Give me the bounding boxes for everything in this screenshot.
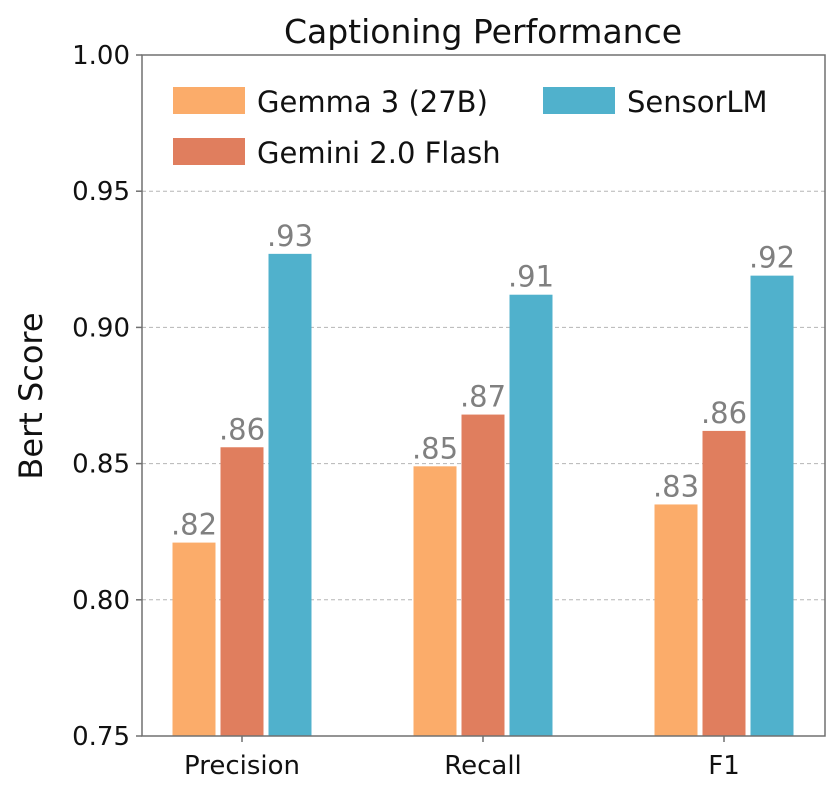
legend-label: SensorLM — [627, 85, 768, 119]
x-tick-label: F1 — [708, 751, 740, 781]
y-tick-label: 0.80 — [72, 586, 130, 616]
legend-label: Gemma 3 (27B) — [257, 85, 488, 119]
bar — [702, 430, 746, 736]
y-tick-label: 0.95 — [72, 177, 130, 207]
bar — [461, 414, 505, 736]
bar-value-label: .86 — [701, 396, 747, 430]
bars: .82 .86 .93 .85.87 .91 .83 .86 .92 — [171, 219, 795, 737]
x-tick-labels: Precision Recall F1 — [184, 736, 740, 781]
bar-value-label: .85 — [412, 431, 458, 465]
chart-title: Captioning Performance — [284, 12, 682, 51]
bar — [509, 294, 553, 736]
bar — [654, 504, 698, 736]
legend: Gemma 3 (27B) Gemini 2.0 Flash SensorLM — [173, 85, 768, 170]
bar-value-label: .87 — [460, 380, 506, 414]
bar — [268, 253, 312, 737]
legend-swatch — [173, 138, 245, 165]
legend-swatch — [173, 87, 245, 114]
bar — [413, 466, 457, 736]
y-tick-label: 0.85 — [72, 450, 130, 480]
bar-value-label: .91 — [508, 260, 554, 294]
y-tick-label: 0.75 — [72, 722, 130, 752]
bar — [172, 542, 216, 736]
bar-value-label: .86 — [219, 412, 265, 446]
bar — [750, 275, 794, 736]
legend-swatch — [543, 87, 615, 114]
bar-value-label: .93 — [267, 219, 313, 253]
x-tick-label: Precision — [184, 751, 300, 781]
y-tick-labels: 0.75 0.80 0.85 0.90 0.95 1.00 — [72, 41, 142, 752]
bar-value-label: .83 — [653, 469, 699, 503]
bar — [220, 447, 264, 736]
y-tick-label: 1.00 — [72, 41, 130, 71]
legend-label: Gemini 2.0 Flash — [257, 136, 501, 170]
y-axis-label: Bert Score — [12, 312, 50, 479]
x-tick-label: Recall — [444, 751, 522, 781]
bar-value-label: .82 — [171, 508, 217, 542]
bar-value-label: .92 — [749, 241, 795, 275]
y-tick-label: 0.90 — [72, 313, 130, 343]
